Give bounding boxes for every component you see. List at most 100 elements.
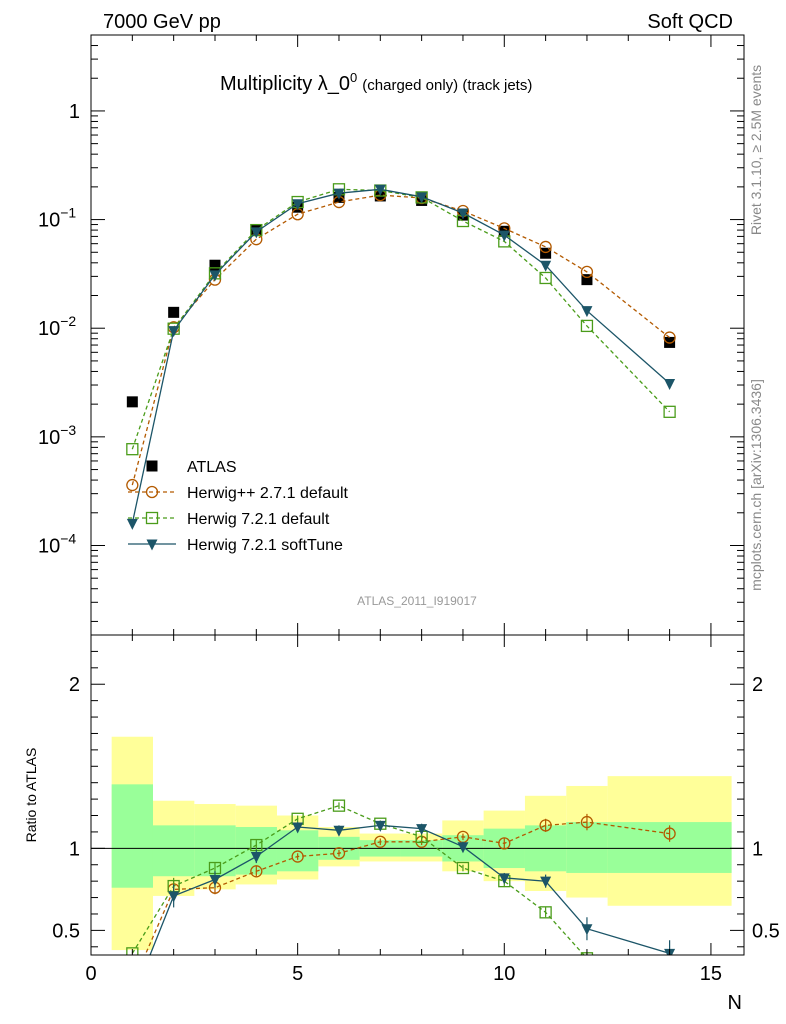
series-1-ratio-point-5 (332, 847, 346, 860)
title-main: Multiplicity λ_0 (220, 73, 350, 95)
series-2-point-12 (663, 405, 676, 418)
tick-exponent: −4 (60, 530, 76, 546)
series-3-ratio-point-0 (127, 995, 138, 1006)
legend-label-1: Herwig++ 2.7.1 default (187, 485, 349, 502)
main-plot-area (126, 183, 676, 530)
series-3-point-0 (126, 518, 138, 530)
series-3-ratio-point-7 (416, 824, 428, 836)
series-3-point-1 (168, 326, 180, 338)
x-tick-label: 15 (700, 963, 722, 985)
series-3-point-7 (416, 192, 428, 204)
main-y-tick-label: 10−4 (38, 530, 76, 557)
series-2-ratio-point-8 (456, 861, 470, 875)
x-axis-label: N (728, 992, 742, 1014)
tick-exponent: −3 (60, 422, 76, 438)
series-2-ratio-point-0 (126, 947, 139, 955)
legend-label-3: Herwig 7.2.1 softTune (187, 537, 343, 554)
series-1-ratio-point-10 (539, 819, 552, 832)
legend-marker-3 (146, 539, 158, 551)
series-3-ratio-point-5 (333, 825, 345, 837)
tick-exponent: −1 (60, 205, 76, 221)
ratio-y-tick-label-left: 1 (69, 838, 80, 860)
title-small: (charged only) (track jets) (362, 77, 532, 94)
x-tick-label: 5 (292, 963, 303, 985)
series-0-point-10 (540, 247, 552, 259)
series-1-ratio-point-4 (291, 850, 304, 863)
series-1-ratio-point-11 (580, 815, 594, 829)
axis-ticks (90, 34, 744, 955)
series-3-point-8 (457, 208, 469, 220)
main-y-tick-label: 1 (69, 101, 80, 123)
main-y-tick-label: 10−3 (38, 422, 76, 449)
series-0-point-11 (581, 274, 593, 286)
plot-frames (90, 34, 745, 956)
tick-base: 10 (38, 427, 60, 449)
main-y-tick-label: 10−2 (38, 313, 76, 340)
series-1-ratio-point-12 (663, 827, 676, 840)
tick-base: 10 (38, 318, 60, 340)
band-inner-1 (152, 825, 195, 877)
tick-base: 10 (38, 535, 60, 557)
series-2-point-11 (580, 319, 594, 333)
series-3-point-6 (374, 184, 386, 196)
series-3-point-5 (333, 188, 345, 200)
series-3-point-3 (250, 227, 262, 239)
series-3-ratio-point-1 (168, 891, 180, 903)
series-3-ratio-point-2 (209, 875, 221, 887)
ratio-y-tick-label-left: 0.5 (52, 920, 80, 942)
side-label-top: Rivet 3.1.10, ≥ 2.5M events (748, 65, 764, 235)
band-inner-11 (566, 822, 608, 873)
tick-exponent: −2 (60, 313, 76, 329)
series-1-point-11 (580, 265, 594, 279)
series-3-ratio-point-3 (250, 852, 262, 864)
series-3-point-4 (292, 199, 304, 211)
series-3-ratio-point-8 (457, 842, 469, 854)
series-3-ratio-point-10 (540, 876, 552, 888)
series-3-point-9 (498, 230, 510, 242)
series-2-ratio-point-12 (664, 974, 675, 985)
x-tick-label: 0 (85, 963, 96, 985)
header-left: 7000 GeV pp (103, 11, 221, 33)
series-1-point-10 (539, 240, 552, 254)
ratio-y-tick-label-right: 1 (752, 838, 763, 860)
series-1-ratio-point-0 (127, 979, 138, 990)
legend: ATLAS Herwig++ 2.7.1 default Herwig 7.2.1 … (128, 459, 349, 554)
ratio-y-tick-label-right: 0.5 (752, 920, 780, 942)
series-0-point-2 (209, 259, 221, 271)
series-1-point-0 (126, 478, 139, 492)
series-1-line (131, 194, 671, 486)
ratio-uncertainty-bands (91, 736, 744, 951)
analysis-watermark: ATLAS_2011_I919017 (357, 594, 477, 608)
series-1-ratio-point-6 (374, 835, 387, 848)
series-1-ratio-point-3 (250, 865, 263, 878)
legend-marker-1 (145, 485, 159, 499)
series-3-point-10 (540, 260, 552, 272)
legend-marker-2 (145, 511, 159, 525)
band-inner-0 (111, 784, 153, 888)
series-3-ratio-point-6 (374, 820, 386, 832)
header-right: Soft QCD (647, 11, 733, 33)
series-3-ratio-point-9 (498, 873, 510, 885)
series-3-ratio-point-11 (581, 924, 593, 936)
series-2-point-0 (126, 443, 139, 456)
series-3-point-12 (664, 378, 676, 390)
series-3-point-11 (581, 306, 593, 318)
legend-label-0: ATLAS (187, 459, 237, 476)
ratio-frame (90, 634, 745, 956)
x-tick-label: 10 (493, 963, 515, 985)
series-1-ratio-point-9 (498, 837, 511, 850)
series-0-point-0 (126, 396, 138, 408)
legend-marker-0 (146, 460, 158, 472)
tick-base: 10 (38, 210, 60, 232)
series-3-ratio-point-4 (292, 822, 304, 834)
series-0-point-12 (664, 336, 676, 348)
title-sup: 0 (350, 70, 357, 85)
series-2-point-10 (539, 271, 552, 285)
ratio-plot-area (126, 799, 676, 1006)
ratio-y-axis-label: Ratio to ATLAS (23, 748, 39, 843)
main-y-tick-label: 10−1 (38, 205, 76, 232)
legend-label-2: Herwig 7.2.1 default (187, 511, 330, 528)
series-1-point-12 (663, 331, 676, 344)
